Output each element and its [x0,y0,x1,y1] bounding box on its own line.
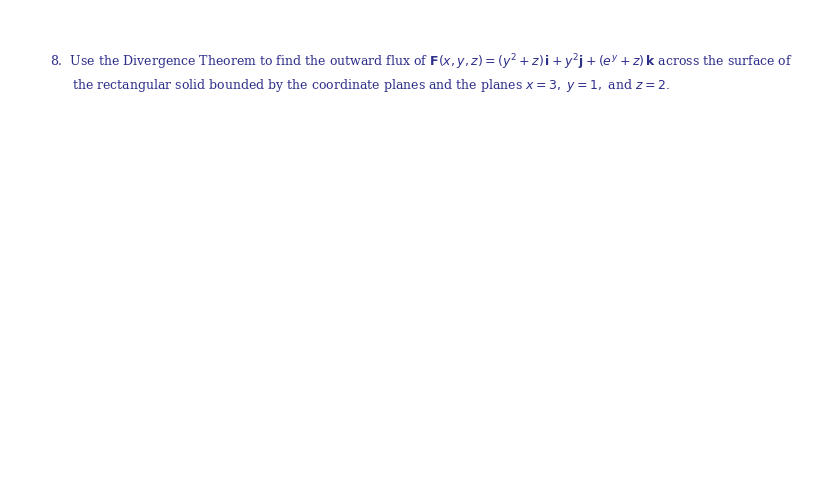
Text: 8.  Use the Divergence Theorem to find the outward flux of $\mathbf{F}(x,y,z) = : 8. Use the Divergence Theorem to find th… [50,52,794,72]
Text: the rectangular solid bounded by the coordinate planes and the planes $x=3,\ y=1: the rectangular solid bounded by the coo… [72,77,669,94]
